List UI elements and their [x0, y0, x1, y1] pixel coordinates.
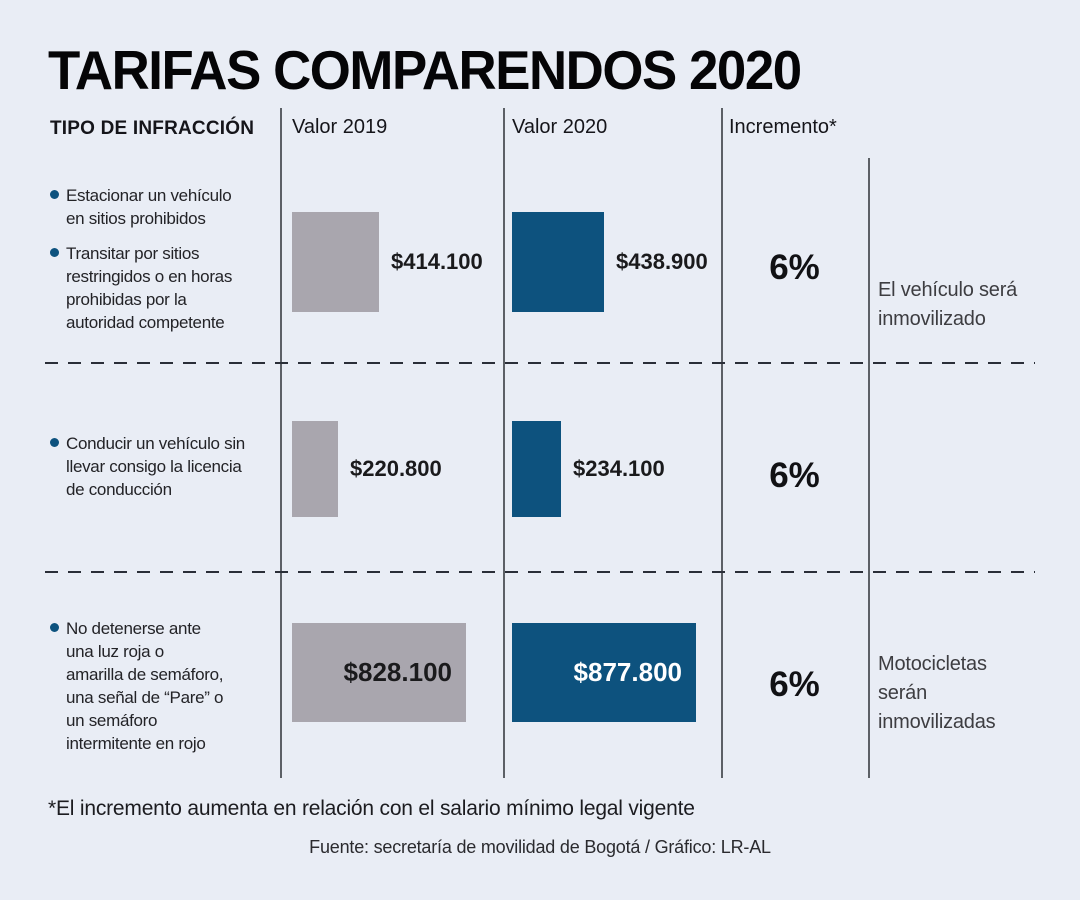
column-divider	[503, 108, 505, 778]
bar-rect-2020	[512, 421, 561, 517]
infraction-text: No detenerse ante una luz roja o amarill…	[66, 619, 224, 753]
column-header-valor-2020: Valor 2020	[512, 116, 608, 138]
bar-rect-2019	[292, 212, 379, 312]
column-header-incremento: Incremento*	[729, 116, 837, 138]
bullet-icon	[50, 438, 59, 447]
bar-value-label: $414.100	[391, 249, 483, 274]
bar-value-label: $877.800	[573, 657, 682, 687]
column-header-infraction: TIPO DE INFRACCIÓN	[50, 118, 255, 139]
column-divider	[280, 108, 282, 778]
infraction-item: Estacionar un vehículo en sitios prohibi…	[50, 184, 250, 230]
consequence-note-row1: El vehículo será inmovilizado	[878, 279, 1018, 330]
bar-2020-row2: $234.100	[512, 421, 665, 517]
column-divider	[868, 158, 870, 778]
infraction-text: Transitar por sitios restringidos o en h…	[66, 244, 233, 332]
increment-value-row2: 6%	[769, 456, 820, 495]
row-divider-dashed	[45, 571, 1035, 573]
bullet-icon	[50, 248, 59, 257]
infraction-text: Estacionar un vehículo en sitios prohibi…	[66, 186, 232, 228]
column-divider	[721, 108, 723, 778]
infraction-list-row2: Conducir un vehículo sin llevar consigo …	[50, 432, 255, 501]
bar-2020-row1: $438.900	[512, 212, 708, 312]
infraction-item: Conducir un vehículo sin llevar consigo …	[50, 432, 255, 501]
bar-value-label: $828.100	[343, 657, 452, 687]
footnote: *El incremento aumenta en relación con e…	[48, 797, 695, 820]
bar-2019-row2: $220.800	[292, 421, 442, 517]
bullet-icon	[50, 623, 59, 632]
bar-2019-row3: $828.100	[292, 623, 466, 722]
source-credit: Fuente: secretaría de movilidad de Bogot…	[309, 837, 771, 857]
bar-2019-row1: $414.100	[292, 212, 483, 312]
bar-value-label: $438.900	[616, 249, 708, 274]
infraction-list-row1: Estacionar un vehículo en sitios prohibi…	[50, 184, 250, 334]
bar-rect-2019: $828.100	[292, 623, 466, 722]
column-header-valor-2019: Valor 2019	[292, 116, 388, 138]
consequence-note-row3: Motocicletas serán inmovilizadas	[878, 653, 996, 733]
increment-value-row3: 6%	[769, 665, 820, 704]
bar-rect-2019	[292, 421, 338, 517]
page-title: TARIFAS COMPARENDOS 2020	[48, 39, 802, 101]
infraction-text: Conducir un vehículo sin llevar consigo …	[66, 434, 245, 499]
row-divider-dashed	[45, 362, 1035, 364]
infraction-list-row3: No detenerse ante una luz roja o amarill…	[50, 617, 225, 755]
bar-value-label: $234.100	[573, 456, 665, 481]
infraction-item: No detenerse ante una luz roja o amarill…	[50, 617, 225, 755]
increment-value-row1: 6%	[769, 248, 820, 287]
bullet-icon	[50, 190, 59, 199]
bar-rect-2020: $877.800	[512, 623, 696, 722]
bar-value-label: $220.800	[350, 456, 442, 481]
infraction-item: Transitar por sitios restringidos o en h…	[50, 242, 250, 334]
bar-2020-row3: $877.800	[512, 623, 696, 722]
bar-rect-2020	[512, 212, 604, 312]
